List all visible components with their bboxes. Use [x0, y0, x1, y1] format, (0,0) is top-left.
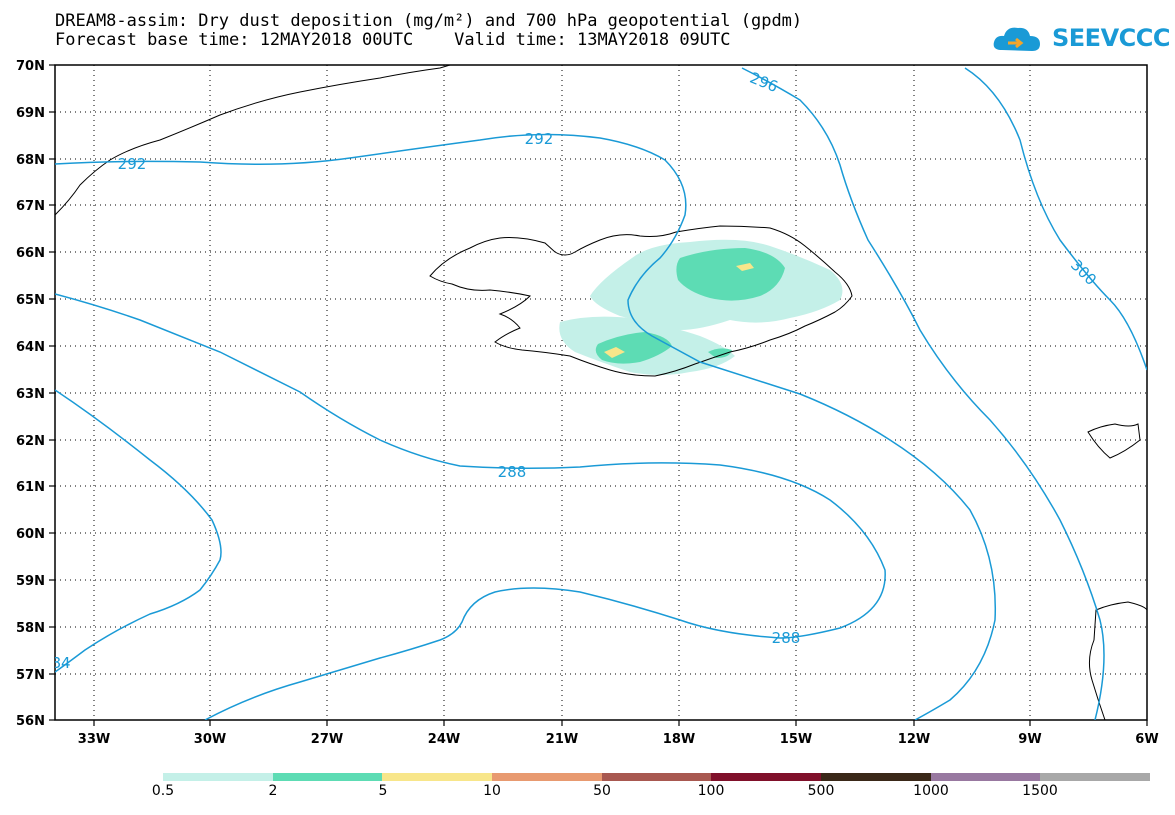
contour-label: 288 [772, 629, 801, 647]
legend-label: 1000 [913, 783, 949, 799]
lon-label: 15W [780, 732, 812, 747]
lon-label: 18W [663, 732, 695, 747]
legend-label: 50 [593, 783, 611, 799]
legend-label: 2 [268, 783, 278, 799]
legend-swatch [492, 773, 602, 781]
legend-label: 10 [483, 783, 501, 799]
map-title: DREAM8-assim: Dry dust deposition (mg/m²… [55, 11, 803, 31]
lat-label: 62N [16, 434, 45, 449]
contour-288a [55, 293, 886, 720]
map-subtitle: Forecast base time: 12MAY2018 00UTC Vali… [55, 30, 731, 50]
lon-label: 33W [78, 732, 110, 747]
lat-label: 57N [16, 668, 45, 683]
legend-label: 0.5 [151, 783, 175, 799]
lon-label: 12W [898, 732, 930, 747]
logo-text: SEEVCCC [1052, 24, 1171, 52]
contour-label: 84 [51, 654, 70, 672]
lat-label: 58N [16, 621, 45, 636]
geopotential-contours [55, 67, 1147, 720]
lat-label: 69N [16, 106, 45, 121]
contour-label: 292 [525, 130, 554, 148]
grid-lines [55, 65, 1147, 720]
contour-300 [964, 67, 1147, 371]
lon-label: 24W [428, 732, 460, 747]
lon-label: 9W [1018, 732, 1041, 747]
contour-296 [741, 67, 1105, 720]
lat-label: 61N [16, 480, 45, 495]
scotland-coastline [1088, 601, 1147, 720]
color-legend [163, 773, 1151, 781]
lat-label: 59N [16, 574, 45, 589]
cloud-icon [993, 27, 1040, 51]
lon-label: 30W [194, 732, 226, 747]
lat-label: 63N [16, 387, 45, 402]
lat-label: 67N [16, 199, 45, 214]
legend-swatch [163, 773, 273, 781]
legend-swatch [930, 773, 1041, 781]
legend-swatch [272, 773, 383, 781]
dust-deposition-shading [559, 239, 843, 375]
legend-label: 5 [378, 783, 388, 799]
legend-swatch [711, 773, 822, 781]
lat-label: 70N [16, 59, 45, 74]
tick-marks [49, 64, 1148, 726]
lat-label: 56N [16, 714, 45, 729]
contour-292 [55, 133, 997, 720]
legend-label: 1500 [1022, 783, 1058, 799]
contour-284 [55, 389, 222, 673]
lat-label: 60N [16, 527, 45, 542]
lon-label: 21W [546, 732, 578, 747]
greenland-coastline [55, 65, 451, 216]
iceland-coastline [429, 225, 853, 377]
legend-swatch [1040, 773, 1151, 781]
lat-label: 64N [16, 340, 45, 355]
lat-label: 65N [16, 293, 45, 308]
lon-label: 6W [1135, 732, 1158, 747]
contour-label: 296 [747, 69, 780, 96]
legend-label: 500 [807, 783, 835, 799]
legend-swatch [382, 773, 493, 781]
lat-label: 68N [16, 153, 45, 168]
lon-label: 27W [311, 732, 343, 747]
contour-label: 288 [498, 463, 527, 481]
contour-label: 292 [118, 155, 147, 173]
legend-swatch [821, 773, 931, 781]
faroe-islands [1087, 423, 1141, 459]
legend-swatch [601, 773, 712, 781]
legend-label: 100 [697, 783, 725, 799]
lat-label: 66N [16, 246, 45, 261]
